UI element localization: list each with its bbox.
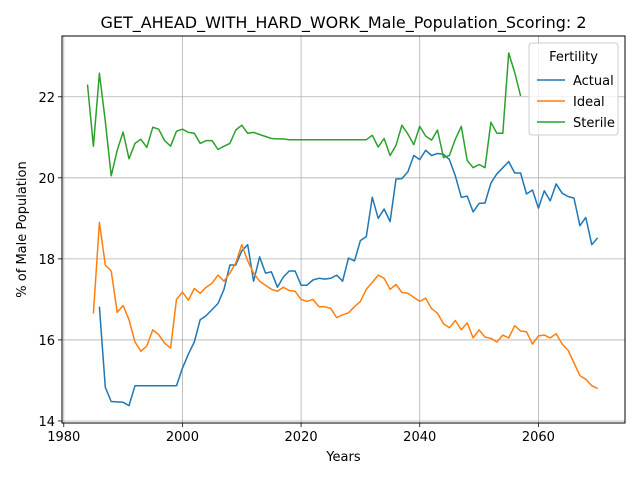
y-tick-label: 14 — [38, 415, 55, 430]
x-tick-label: 2000 — [166, 430, 199, 445]
x-tick-label: 2020 — [285, 430, 318, 445]
y-axis-label: % of Male Population — [15, 161, 30, 297]
y-axis: 14 16 18 20 22 — [38, 91, 62, 430]
series-lines — [86, 52, 599, 407]
legend-title: Fertility — [549, 50, 598, 65]
y-tick-label: 22 — [38, 91, 55, 106]
legend-box — [528, 42, 619, 136]
series-line-sterile — [86, 52, 522, 177]
x-tick-label: 2040 — [403, 430, 436, 445]
plot-frame — [61, 35, 626, 424]
series-line-ideal — [92, 221, 599, 390]
x-tick-label: 1980 — [47, 430, 80, 445]
series-line-actual — [98, 149, 599, 407]
x-axis: 1980 2000 2020 2040 2060 — [47, 423, 555, 445]
legend-label-actual: Actual — [573, 74, 614, 89]
legend-label-ideal: Ideal — [573, 95, 605, 110]
y-tick-label: 16 — [38, 334, 55, 349]
legend-label-sterile: Sterile — [573, 116, 615, 131]
x-axis-label: Years — [325, 450, 361, 465]
chart-title: GET_AHEAD_WITH_HARD_WORK_Male_Population… — [100, 13, 586, 33]
legend: Fertility Actual Ideal Sterile — [528, 42, 619, 136]
y-tick-label: 18 — [38, 253, 55, 268]
y-tick-label: 20 — [38, 172, 55, 187]
x-tick-label: 2060 — [522, 430, 555, 445]
legend-items: Actual Ideal Sterile — [537, 74, 615, 131]
